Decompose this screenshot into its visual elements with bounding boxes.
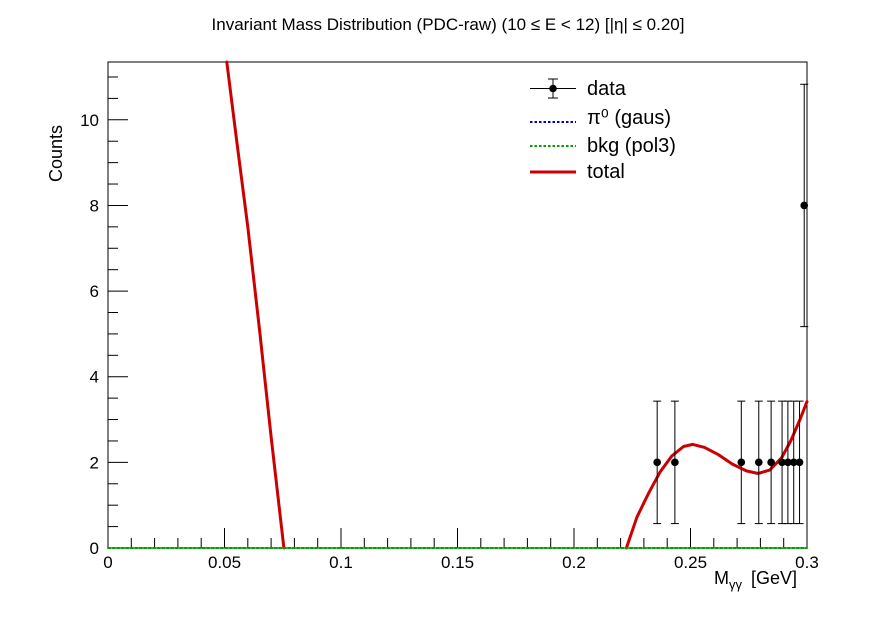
svg-text:Mγγ[GeV]: Mγγ [GeV] — [714, 568, 797, 592]
curve-total — [225, 60, 286, 550]
x-axis-label-unit: [GeV] — [751, 568, 797, 588]
y-tick-label: 4 — [90, 368, 99, 387]
y-tick-label: 0 — [90, 539, 99, 558]
x-tick-label: 0 — [103, 553, 112, 572]
data-point — [783, 400, 792, 525]
legend-entry-pi0: π⁰ (gaus) — [530, 107, 671, 129]
curve-total — [624, 400, 809, 550]
data-marker — [784, 458, 792, 467]
legend-label-total: total — [587, 161, 625, 183]
x-axis-label: Mγγ [GeV] — [714, 568, 797, 592]
y-tick-label: 10 — [80, 111, 99, 130]
legend-entry-total: total — [530, 161, 625, 183]
curves-layer — [107, 60, 809, 550]
data-marker — [800, 201, 809, 210]
legend-label-pi0: π⁰ (gaus) — [587, 107, 671, 129]
data-point — [754, 400, 763, 525]
y-axis: 0 2 4 6 8 10 — [80, 76, 128, 558]
legend-label-bkg: bkg (pol3) — [587, 135, 676, 157]
data-marker — [671, 458, 679, 467]
y-axis-label: Counts — [46, 125, 66, 182]
data-point — [800, 83, 809, 328]
data-point — [767, 400, 776, 525]
legend-entry-bkg: bkg (pol3) — [530, 135, 676, 157]
y-tick-label: 8 — [90, 196, 99, 215]
data-point — [670, 400, 679, 525]
data-marker — [789, 458, 798, 467]
y-tick-label: 2 — [90, 453, 99, 472]
data-marker — [767, 458, 775, 467]
data-point — [653, 400, 662, 525]
data-marker — [737, 458, 746, 467]
legend-entry-data: data — [530, 78, 627, 100]
x-tick-label: 0.15 — [441, 553, 474, 572]
x-axis: 0 0.05 0.1 0.15 0.2 0.25 0.3 — [103, 528, 819, 572]
data-marker — [653, 458, 661, 467]
legend-data-marker — [549, 84, 557, 93]
data-points-layer — [653, 83, 809, 525]
x-tick-label: 0.1 — [329, 553, 353, 572]
data-point — [789, 400, 798, 525]
x-axis-label-subscript: γγ — [729, 577, 743, 592]
data-point — [737, 400, 746, 525]
x-tick-label: 0.05 — [208, 553, 241, 572]
data-marker — [754, 458, 763, 467]
legend: data π⁰ (gaus) bkg (pol3) total — [530, 78, 676, 183]
data-marker — [778, 458, 786, 467]
data-point — [795, 400, 804, 525]
x-tick-label: 0.3 — [795, 553, 819, 572]
chart-title: Invariant Mass Distribution (PDC-raw) (1… — [212, 15, 685, 34]
y-tick-label: 6 — [90, 282, 99, 301]
x-tick-label: 0.2 — [562, 553, 586, 572]
x-tick-label: 0.25 — [674, 553, 707, 572]
data-marker — [795, 458, 804, 467]
x-axis-label-main: M — [714, 568, 729, 588]
legend-label-data: data — [587, 78, 627, 100]
